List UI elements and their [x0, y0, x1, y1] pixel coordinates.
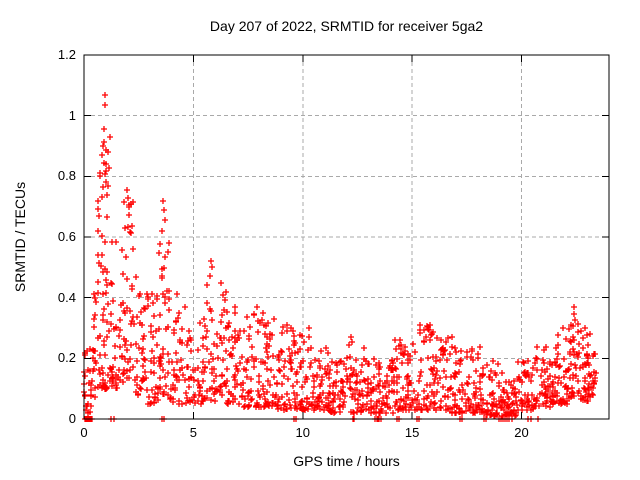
y-tick-label: 0.4 — [57, 289, 76, 305]
y-tick-label: 0.8 — [57, 168, 76, 184]
plot-frame-and-tics — [83, 54, 610, 420]
x-tick-label: 10 — [295, 425, 310, 440]
x-tick-label: 15 — [404, 425, 420, 440]
y-tick-label: 0 — [68, 411, 76, 426]
x-tick-label: 5 — [189, 425, 197, 440]
y-tick-label: 1.2 — [57, 47, 76, 62]
y-tick-label: 0.6 — [57, 229, 76, 244]
scatter-points — [81, 92, 599, 422]
y-tick-label: 0.2 — [57, 350, 76, 366]
x-axis-label: GPS time / hours — [293, 453, 400, 469]
chart-title: Day 207 of 2022, SRMTID for receiver 5ga… — [209, 18, 484, 34]
scatter-plus-markers — [81, 92, 599, 422]
x-tick-label: 0 — [80, 425, 88, 440]
x-tick-label: 20 — [514, 425, 529, 440]
y-tick-label: 1 — [68, 107, 76, 123]
